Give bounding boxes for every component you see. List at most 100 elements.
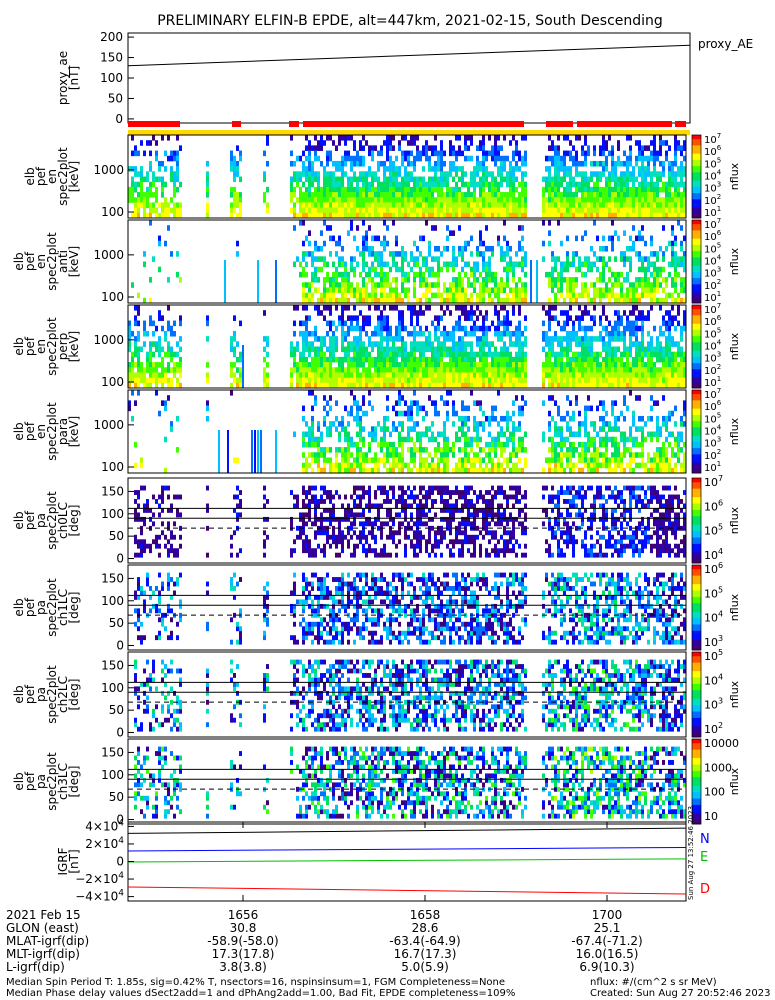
footer-note-2: Median Phase delay values dSect2add=1 an… bbox=[6, 988, 516, 999]
spectrogram-ytick: 100 bbox=[101, 290, 124, 304]
spectrogram-1 bbox=[128, 135, 686, 219]
colorbar-tick: 107 bbox=[704, 132, 721, 146]
footer-mlat-1: -63.4(-64.9) bbox=[389, 934, 461, 948]
colorbar-label: nflux bbox=[728, 506, 741, 534]
footer-mlat-label: MLAT-igrf(dip) bbox=[6, 934, 90, 948]
spectrogram-ytick: 1000 bbox=[93, 248, 124, 262]
spectrogram-ytick: 100 bbox=[101, 375, 124, 389]
spectrogram-ytick: 1000 bbox=[93, 163, 124, 177]
colorbar-tick: 104 bbox=[704, 547, 723, 562]
colorbar-2 bbox=[691, 219, 702, 304]
orbit-flag-red bbox=[577, 121, 672, 127]
proxy-ae-ytick: 0 bbox=[115, 112, 123, 126]
svg-text:perp: perp bbox=[56, 333, 70, 361]
igrf-ytick: −4×104 bbox=[75, 889, 124, 904]
colorbar-tick: 106 bbox=[704, 498, 723, 513]
colorbar-tick: 105 bbox=[704, 326, 721, 340]
proxy-ae-line bbox=[127, 44, 691, 67]
colorbar-6 bbox=[691, 564, 702, 651]
colorbar-tick: 102 bbox=[704, 721, 723, 736]
spectrogram-ytick: 100 bbox=[101, 460, 124, 474]
colorbar-tick: 104 bbox=[704, 424, 722, 438]
footer-mlt-1: 16.7(17.3) bbox=[393, 947, 457, 961]
colorbar-tick: 102 bbox=[704, 363, 721, 377]
colorbar-tick: 107 bbox=[704, 474, 723, 489]
colorbar-tick: 101 bbox=[704, 460, 721, 474]
svg-text:spec2plot: spec2plot bbox=[56, 147, 70, 206]
pitch-angle-ytick: 0 bbox=[116, 726, 124, 740]
spectrogram-frame-1 bbox=[127, 134, 687, 219]
pitch-angle-ytick: 100 bbox=[101, 681, 124, 695]
spectrogram-ytick: 1000 bbox=[93, 333, 124, 347]
pitch-angle-6 bbox=[134, 572, 686, 645]
colorbar-label: nflux bbox=[728, 680, 741, 708]
igrf-ytick: 4×104 bbox=[85, 818, 124, 833]
svg-text:[keV]: [keV] bbox=[67, 161, 81, 192]
colorbar-tick: 105 bbox=[704, 648, 723, 663]
colorbar-tick: 104 bbox=[704, 169, 722, 183]
colorbar-tick: 107 bbox=[704, 217, 721, 231]
colorbar-8 bbox=[691, 738, 702, 825]
colorbar-tick: 105 bbox=[704, 585, 723, 600]
igrf-legend-E: E bbox=[700, 850, 708, 865]
svg-text:elb: elb bbox=[12, 252, 26, 270]
svg-text:pef: pef bbox=[34, 166, 48, 186]
svg-text:proxy_ae: proxy_ae bbox=[56, 51, 70, 105]
svg-text:pef: pef bbox=[23, 336, 37, 356]
igrf-series-E bbox=[127, 858, 687, 863]
colorbar-tick: 10 bbox=[704, 810, 718, 823]
igrf-series-N bbox=[127, 846, 687, 852]
colorbar-tick: 106 bbox=[704, 229, 722, 243]
pitch-angle-ytick: 50 bbox=[109, 616, 124, 630]
proxy-ae-ytick: 200 bbox=[100, 30, 123, 44]
pitch-angle-frame-6 bbox=[127, 564, 687, 651]
svg-text:[keV]: [keV] bbox=[67, 246, 81, 277]
pitch-angle-5 bbox=[134, 485, 686, 558]
footer-l-0: 3.8(3.8) bbox=[219, 960, 267, 974]
svg-text:spec2plot: spec2plot bbox=[45, 232, 59, 291]
colorbar-tick: 104 bbox=[704, 672, 723, 687]
svg-text:elb: elb bbox=[12, 337, 26, 355]
colorbar-tick: 103 bbox=[704, 436, 721, 450]
igrf-ytick: −2×104 bbox=[75, 871, 124, 886]
proxy-ae-ytick: 50 bbox=[108, 91, 123, 105]
igrf-series-total bbox=[127, 827, 687, 834]
colorbar-tick: 104 bbox=[704, 339, 722, 353]
footer-mlt-label: MLT-igrf(dip) bbox=[6, 947, 80, 961]
colorbar-tick: 106 bbox=[704, 399, 722, 413]
footer-mlat-0: -58.9(-58.0) bbox=[207, 934, 279, 948]
colorbar-tick: 106 bbox=[704, 561, 723, 576]
footer-mlt-0: 17.3(17.8) bbox=[211, 947, 275, 961]
colorbar-label: nflux bbox=[728, 332, 741, 360]
orbit-flag-red bbox=[128, 121, 180, 127]
colorbar-tick: 102 bbox=[704, 278, 721, 292]
pitch-angle-8 bbox=[134, 746, 686, 819]
colorbar-tick: 103 bbox=[704, 634, 723, 649]
igrf-ytick: 2×104 bbox=[85, 836, 124, 851]
colorbar-tick: 103 bbox=[704, 181, 721, 195]
spectrogram-frame-3 bbox=[127, 304, 687, 389]
pitch-angle-ytick: 100 bbox=[101, 507, 124, 521]
orbit-flag-red bbox=[289, 121, 299, 127]
svg-text:pef: pef bbox=[23, 251, 37, 271]
footer-glon-0: 30.8 bbox=[229, 921, 257, 935]
colorbar-tick: 107 bbox=[704, 302, 721, 316]
proxy-ae-ylabel: proxy_ae[nT] bbox=[56, 51, 81, 105]
colorbar-tick: 105 bbox=[704, 241, 721, 255]
svg-text:en: en bbox=[34, 339, 48, 354]
footer-mlt-2: 16.0(16.5) bbox=[575, 947, 639, 961]
side-timestamp: Sun Aug 27 13:52:46 2023 bbox=[687, 806, 695, 900]
footer-units: nflux: #/(cm^2 s sr MeV) bbox=[590, 977, 717, 988]
colorbar-tick: 104 bbox=[704, 610, 723, 625]
pitch-angle-frame-8 bbox=[127, 738, 687, 825]
orbit-flag-red bbox=[303, 121, 524, 127]
spectrogram-ytick: 1000 bbox=[93, 418, 124, 432]
pitch-angle-ytick: 100 bbox=[101, 768, 124, 782]
colorbar-label: nflux bbox=[728, 162, 741, 190]
colorbar-label: nflux bbox=[728, 417, 741, 445]
igrf-series-D bbox=[127, 886, 687, 895]
colorbar-label: nflux bbox=[728, 767, 741, 795]
